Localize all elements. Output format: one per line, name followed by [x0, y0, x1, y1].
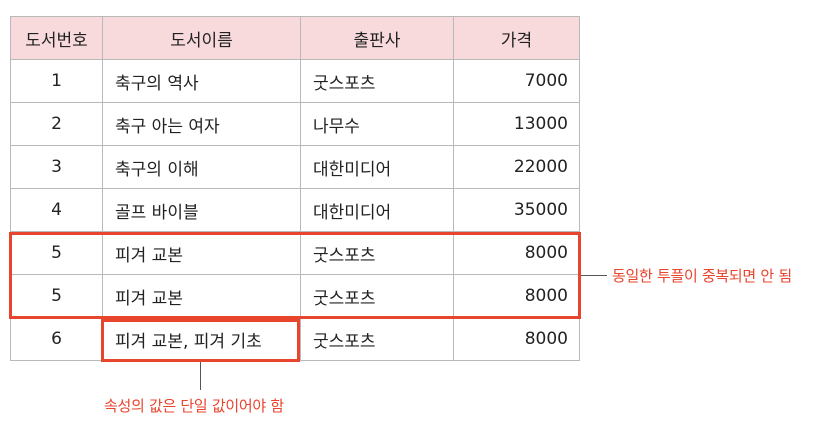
header-publisher: 출판사 [300, 16, 454, 60]
cell-publisher: 굿스포츠 [300, 274, 454, 318]
cell-price: 35000 [453, 188, 580, 232]
table-body: 1 축구의 역사 굿스포츠 7000 2 축구 아는 여자 나무수 13000 … [10, 59, 580, 361]
header-row: 도서번호 도서이름 출판사 가격 [10, 16, 580, 60]
atomic-callout-line [200, 362, 201, 390]
cell-book-name: 피겨 교본 [102, 274, 301, 318]
cell-price: 8000 [453, 274, 580, 318]
table-row: 2 축구 아는 여자 나무수 13000 [10, 102, 580, 146]
cell-publisher: 굿스포츠 [300, 317, 454, 361]
cell-publisher: 나무수 [300, 102, 454, 146]
cell-publisher: 굿스포츠 [300, 231, 454, 275]
table-row: 1 축구의 역사 굿스포츠 7000 [10, 59, 580, 103]
cell-price: 8000 [453, 231, 580, 275]
cell-price: 7000 [453, 59, 580, 103]
cell-price: 8000 [453, 317, 580, 361]
cell-book-name: 축구 아는 여자 [102, 102, 301, 146]
cell-publisher: 대한미디어 [300, 188, 454, 232]
cell-price: 13000 [453, 102, 580, 146]
cell-book-name: 피겨 교본, 피겨 기초 [102, 317, 301, 361]
atomic-value-note: 속성의 값은 단일 값이어야 함 [104, 397, 284, 415]
cell-book-id: 5 [10, 231, 103, 275]
cell-book-name: 축구의 역사 [102, 59, 301, 103]
cell-book-name: 골프 바이블 [102, 188, 301, 232]
header-price: 가격 [453, 16, 580, 60]
cell-price: 22000 [453, 145, 580, 189]
header-book-name: 도서이름 [102, 16, 301, 60]
book-table: 도서번호 도서이름 출판사 가격 1 축구의 역사 굿스포츠 7000 2 축구… [10, 16, 580, 361]
cell-book-id: 1 [10, 59, 103, 103]
cell-publisher: 굿스포츠 [300, 59, 454, 103]
table-row: 5 피겨 교본 굿스포츠 8000 [10, 231, 580, 275]
cell-book-id: 6 [10, 317, 103, 361]
cell-publisher: 대한미디어 [300, 145, 454, 189]
table-row: 3 축구의 이해 대한미디어 22000 [10, 145, 580, 189]
cell-book-id: 4 [10, 188, 103, 232]
cell-book-name: 피겨 교본 [102, 231, 301, 275]
table-row: 5 피겨 교본 굿스포츠 8000 [10, 274, 580, 318]
table-header: 도서번호 도서이름 출판사 가격 [10, 16, 580, 60]
cell-book-id: 2 [10, 102, 103, 146]
table-row: 6 피겨 교본, 피겨 기초 굿스포츠 8000 [10, 317, 580, 361]
cell-book-name: 축구의 이해 [102, 145, 301, 189]
duplicate-callout-line [581, 275, 607, 276]
cell-book-id: 3 [10, 145, 103, 189]
cell-book-id: 5 [10, 274, 103, 318]
table-row: 4 골프 바이블 대한미디어 35000 [10, 188, 580, 232]
duplicate-tuple-note: 동일한 투플이 중복되면 안 됨 [612, 267, 792, 285]
header-book-id: 도서번호 [10, 16, 103, 60]
